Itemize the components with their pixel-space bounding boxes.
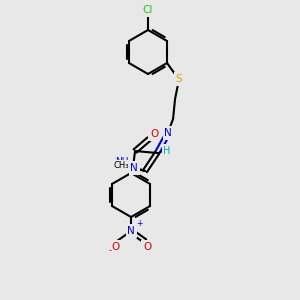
Text: N: N <box>127 226 135 236</box>
Text: O: O <box>150 129 158 139</box>
Text: CH₃: CH₃ <box>113 161 129 170</box>
Text: O: O <box>111 242 119 252</box>
Text: N: N <box>164 128 172 138</box>
Text: +: + <box>136 219 142 228</box>
Text: H: H <box>164 146 171 156</box>
Text: -: - <box>109 246 112 255</box>
Text: N: N <box>130 163 138 173</box>
Text: O: O <box>143 242 151 252</box>
Text: S: S <box>176 74 182 84</box>
Text: Cl: Cl <box>143 5 153 15</box>
Text: NH: NH <box>115 158 129 166</box>
